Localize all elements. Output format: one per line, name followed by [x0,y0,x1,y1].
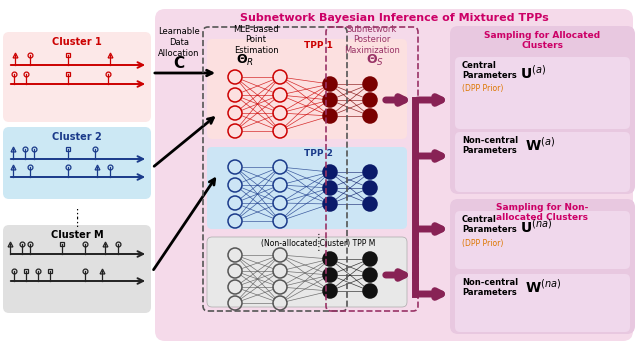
FancyBboxPatch shape [207,39,407,139]
FancyBboxPatch shape [207,237,407,307]
Circle shape [363,77,377,91]
Circle shape [363,284,377,298]
Circle shape [363,165,377,179]
Circle shape [323,181,337,195]
Text: ⋮
⋮: ⋮ ⋮ [72,209,83,228]
Circle shape [323,93,337,107]
Text: $\mathbf{\Theta}_S$: $\mathbf{\Theta}_S$ [366,53,384,68]
Circle shape [323,77,337,91]
Circle shape [363,109,377,123]
FancyBboxPatch shape [455,57,630,129]
Circle shape [323,268,337,282]
Text: $\mathbf{C}$: $\mathbf{C}$ [173,55,185,71]
Text: Learnable
Data
Allocation: Learnable Data Allocation [158,27,200,58]
Text: Non-central
Parameters: Non-central Parameters [462,136,518,155]
Text: Subnetwork
Posterior
Maximization: Subnetwork Posterior Maximization [344,25,400,55]
Text: (Non-allocated Cluster) TPP M: (Non-allocated Cluster) TPP M [261,239,375,248]
FancyBboxPatch shape [207,147,407,229]
FancyBboxPatch shape [3,32,151,122]
FancyBboxPatch shape [3,225,151,313]
Circle shape [323,284,337,298]
Text: Subnetwork Bayesian Inference of Mixtured TPPs: Subnetwork Bayesian Inference of Mixture… [239,13,548,23]
Text: (DPP Prior): (DPP Prior) [462,84,504,93]
Text: TPP 2: TPP 2 [303,149,332,158]
Circle shape [363,197,377,211]
Text: MLE-based
Point
Estimation: MLE-based Point Estimation [233,25,279,55]
Circle shape [323,109,337,123]
Circle shape [363,93,377,107]
Text: $\mathbf{U}^{(na)}$: $\mathbf{U}^{(na)}$ [520,218,552,236]
Circle shape [363,268,377,282]
Circle shape [363,181,377,195]
Text: Non-central
Parameters: Non-central Parameters [462,278,518,297]
FancyBboxPatch shape [450,199,635,334]
Text: Cluster M: Cluster M [51,230,103,240]
Circle shape [363,252,377,266]
FancyBboxPatch shape [3,127,151,199]
Text: Sampling for Non-
allocated Clusters: Sampling for Non- allocated Clusters [496,203,588,222]
Text: $\mathbf{W}^{(a)}$: $\mathbf{W}^{(a)}$ [525,136,555,154]
FancyBboxPatch shape [455,132,630,192]
Circle shape [323,165,337,179]
FancyBboxPatch shape [455,211,630,269]
Circle shape [323,252,337,266]
Text: Cluster 2: Cluster 2 [52,132,102,142]
FancyBboxPatch shape [455,274,630,332]
Circle shape [323,197,337,211]
Text: (DPP Prior): (DPP Prior) [462,239,504,248]
Text: TPP 1: TPP 1 [303,41,332,50]
Text: ⋮
⋮: ⋮ ⋮ [313,233,323,252]
Text: Central
Parameters: Central Parameters [462,61,516,80]
Text: $\mathbf{U}^{(a)}$: $\mathbf{U}^{(a)}$ [520,64,546,82]
Text: Sampling for Allocated
Clusters: Sampling for Allocated Clusters [484,31,600,50]
Text: $\mathbf{W}^{(na)}$: $\mathbf{W}^{(na)}$ [525,278,561,296]
FancyBboxPatch shape [450,26,635,194]
Text: $\mathbf{\Theta}_R$: $\mathbf{\Theta}_R$ [236,53,254,68]
FancyBboxPatch shape [155,9,633,341]
Text: Central
Parameters: Central Parameters [462,215,516,235]
Text: Cluster 1: Cluster 1 [52,37,102,47]
